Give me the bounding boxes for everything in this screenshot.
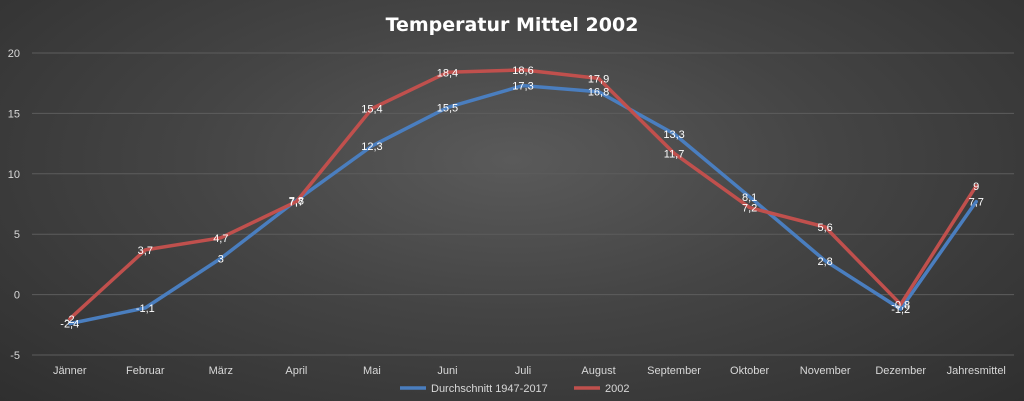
y-tick-label: 0	[14, 290, 20, 302]
x-tick-label: Mai	[363, 365, 381, 377]
x-tick-label: Juni	[437, 365, 457, 377]
gridlines	[32, 52, 1014, 356]
data-label: 3,7	[138, 245, 153, 257]
x-tick-label: September	[647, 365, 701, 377]
x-tick-label: März	[209, 365, 233, 377]
data-label: 18,4	[437, 67, 458, 79]
y-tick-label: -5	[10, 350, 20, 362]
data-label: 11,7	[664, 148, 685, 160]
data-label: 8,1	[742, 192, 757, 204]
data-label: 18,6	[512, 65, 533, 77]
y-axis-ticks: -5 0 5 10 15 20	[8, 48, 20, 362]
x-tick-label: Jänner	[53, 365, 87, 377]
x-tick-label: Dezember	[875, 365, 926, 377]
series-line-1	[68, 83, 978, 326]
x-tick-label: Juli	[515, 365, 532, 377]
series-lines	[68, 68, 978, 326]
y-tick-label: 10	[8, 169, 20, 181]
legend: Durchschnitt 1947-2017 2002	[400, 383, 629, 395]
data-label: 7,7	[289, 197, 304, 209]
data-label: 17,9	[588, 73, 609, 85]
legend-entry: 2002	[605, 383, 629, 395]
legend-entry: Durchschnitt 1947-2017	[431, 383, 548, 395]
x-tick-label: Februar	[126, 365, 165, 377]
data-label: -2	[65, 314, 75, 326]
y-tick-label: 5	[14, 229, 20, 241]
data-label: -1,1	[136, 303, 155, 315]
data-label: 15,4	[361, 104, 382, 116]
x-tick-label: Jahresmittel	[947, 365, 1006, 377]
data-label: 5,6	[818, 222, 833, 234]
data-label: -0,8	[891, 299, 910, 311]
x-tick-label: August	[581, 365, 615, 377]
series-line-2	[68, 68, 978, 321]
data-label: 12,3	[361, 141, 382, 153]
data-label: 15,5	[437, 102, 458, 114]
data-label: 16,8	[588, 87, 609, 99]
data-labels: -2,4 -1,1 3 7,8 12,3 15,5 17,3 16,8 13,3 8,1 2,8 -1…	[60, 65, 984, 331]
data-label: 17,3	[512, 81, 533, 93]
data-label: 2,8	[818, 256, 833, 268]
data-label: 13,3	[663, 129, 684, 141]
x-axis-ticks: Jänner Februar März April Mai Juni Juli August S…	[53, 365, 1006, 377]
x-tick-label: April	[285, 365, 307, 377]
data-label: 4,7	[213, 233, 228, 245]
data-label: -1,2	[891, 304, 910, 316]
y-tick-label: 20	[8, 48, 20, 60]
data-label: 3	[218, 253, 224, 265]
data-label: 9	[973, 181, 979, 193]
data-label: -2,4	[60, 319, 79, 331]
chart-title: Temperatur Mittel 2002	[386, 14, 639, 36]
y-tick-label: 15	[8, 108, 20, 120]
data-label: 7,2	[742, 203, 757, 215]
x-tick-label: November	[800, 365, 851, 377]
data-label: 7,7	[969, 197, 984, 209]
x-tick-label: Oktober	[730, 365, 769, 377]
data-label: 7,8	[289, 195, 304, 207]
